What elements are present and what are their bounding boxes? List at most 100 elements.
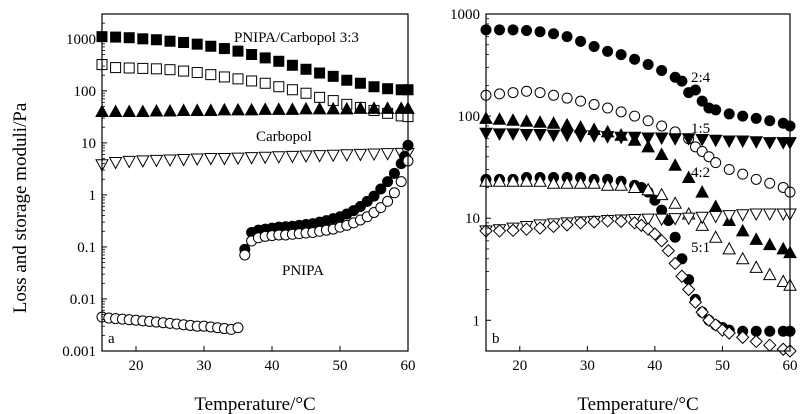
- panel-a-series-4-point: [149, 154, 164, 168]
- panel-b-series-8-point: [560, 218, 574, 232]
- panel-a-series-2-point: [205, 69, 217, 81]
- panel-b-series-1-point: [494, 24, 506, 36]
- panel-a-series-4-point: [231, 152, 245, 166]
- panel-a-series-2-point: [246, 75, 258, 87]
- annotation-1-5: 1:5: [691, 121, 710, 137]
- panel-b-series-2-point: [561, 92, 573, 104]
- panel-b-y-tick-label: 10: [465, 211, 480, 227]
- panel-b-y-tick-label: 1000: [450, 7, 480, 23]
- panel-b-series-4-point: [600, 131, 615, 144]
- panel-b-series-3-point: [668, 158, 682, 171]
- panel-b-series-4-point: [492, 128, 507, 141]
- panel-a-y-tick-label: 0.001: [62, 344, 96, 360]
- panel-b-series-3-point: [749, 232, 764, 245]
- panel-b-series-8: [479, 214, 797, 358]
- panel-b-series-8-point: [614, 214, 628, 229]
- panel-b-series-4-point: [762, 137, 777, 150]
- panel-a-series-1-point: [286, 59, 298, 71]
- panel-a-series-1-point: [218, 43, 230, 55]
- panel-b-series-2-point: [602, 102, 614, 114]
- panel-b-frame: [485, 13, 791, 352]
- panel-b-series-6-point: [573, 176, 588, 189]
- panel-a-series-5-point: [375, 183, 387, 195]
- panel-b-series-2-point: [764, 177, 776, 189]
- panel-a-series-2-point: [137, 62, 149, 74]
- panel-b-series-6-point: [533, 174, 547, 187]
- panel-b-series-2-point: [615, 106, 627, 118]
- panel-b-x-tick-label: 30: [580, 358, 595, 374]
- panel-a-series-4-point: [271, 151, 286, 164]
- panel-b-series-8-point: [675, 269, 689, 283]
- panel-b-series-4-point: [519, 129, 534, 142]
- panel-b-series-4-point: [627, 131, 642, 145]
- panel-a-series-2-point: [273, 81, 285, 93]
- panel-b-series-4-point: [546, 129, 561, 143]
- panel-b-series-7-point: [749, 208, 764, 221]
- panel-b-series-6-point: [668, 196, 682, 209]
- panel-b-x-tick-label: 50: [715, 358, 730, 374]
- panel-b-series-1-point: [602, 45, 614, 57]
- panel-b-series-3-point: [533, 115, 547, 128]
- panel-b-series-1-point: [737, 110, 749, 122]
- panel-a-series-4-point: [326, 149, 341, 163]
- panel-b-series-1-point: [676, 75, 688, 87]
- panel-b-series-6-point: [519, 174, 534, 187]
- panel-a-y-tick-label: 10: [81, 136, 96, 152]
- panel-a-series-1-point: [164, 35, 176, 47]
- panel-b-series-4-point: [506, 128, 520, 141]
- panel-b-series-6-point: [506, 174, 520, 187]
- panel-a-series-6-point: [388, 187, 400, 199]
- panel-b-series-1-point: [521, 24, 533, 36]
- annotation-5-1: 5:1: [691, 240, 710, 256]
- panel-b-series-1-point: [615, 49, 627, 61]
- panel-b-series-4-point: [614, 131, 628, 145]
- panel-a-series-4-point: [367, 148, 381, 162]
- panel-b-series-4-point: [722, 135, 737, 149]
- panel-a-series-2-point: [232, 73, 244, 85]
- panel-a-series-3-point: [149, 103, 164, 117]
- panel-b-series-2-point: [750, 173, 762, 185]
- panel-b-series-1-point: [710, 104, 722, 116]
- panel-b-series-5: [480, 172, 796, 337]
- panel-a-series-4-point: [380, 148, 395, 161]
- panel-a-series-4-point: [190, 153, 205, 167]
- panel-a-series-1-point: [273, 55, 285, 67]
- panel-b-series-3-point: [776, 241, 791, 255]
- panel-b-series-1-point: [696, 95, 708, 107]
- panel-b-series-3-point: [506, 113, 520, 126]
- panel-b-series-4-point: [654, 132, 669, 146]
- panel-a-series-4-point: [163, 154, 177, 167]
- panel-a-series-3-point: [244, 102, 259, 116]
- panel-b-series-1-point: [689, 84, 701, 96]
- panel-a-x-axis-title: Temperature/°C: [194, 394, 315, 414]
- panel-a-series-5-point: [388, 167, 400, 179]
- panel-a-series-6: [96, 155, 414, 335]
- panel-b-series-8-point: [533, 221, 547, 235]
- annotation-pnipa-carbopol: PNIPA/Carbopol 3:3: [234, 30, 359, 46]
- panel-a-series-3-point: [190, 103, 205, 116]
- panel-b-series-4-point: [587, 130, 601, 143]
- panel-b-series-2-point: [521, 85, 533, 97]
- annotation-carbopol: Carbopol: [256, 129, 312, 145]
- panel-b-series-3-point: [641, 139, 655, 153]
- panel-a-series-6-point: [375, 202, 387, 214]
- panel-a-series-1-point: [232, 45, 244, 57]
- panel-a-series-3-point: [135, 104, 150, 118]
- panel-b-series-3-point: [519, 114, 534, 127]
- panel-b-series-3-point: [762, 237, 777, 251]
- panel-b-series-2-point: [494, 88, 506, 100]
- panel-b-y-tick-label: 100: [458, 109, 481, 125]
- panel-b-series-8-point: [492, 224, 507, 238]
- panel-a-series-3-point: [163, 103, 177, 117]
- panel-a-series-1-point: [314, 67, 326, 79]
- panel-a-series-2-point: [286, 84, 298, 96]
- panel-b-series-6-point: [749, 260, 764, 273]
- panel-a-series-1-point: [382, 83, 394, 95]
- panel-b-series-3-point: [681, 170, 696, 184]
- panel-a-label: a: [108, 331, 115, 347]
- panel-b-x-tick-label: 20: [512, 358, 527, 374]
- panel-a-series-2-point: [314, 91, 326, 103]
- panel-b-series-1-point: [588, 41, 600, 53]
- panel-b-series-7-point: [654, 213, 669, 227]
